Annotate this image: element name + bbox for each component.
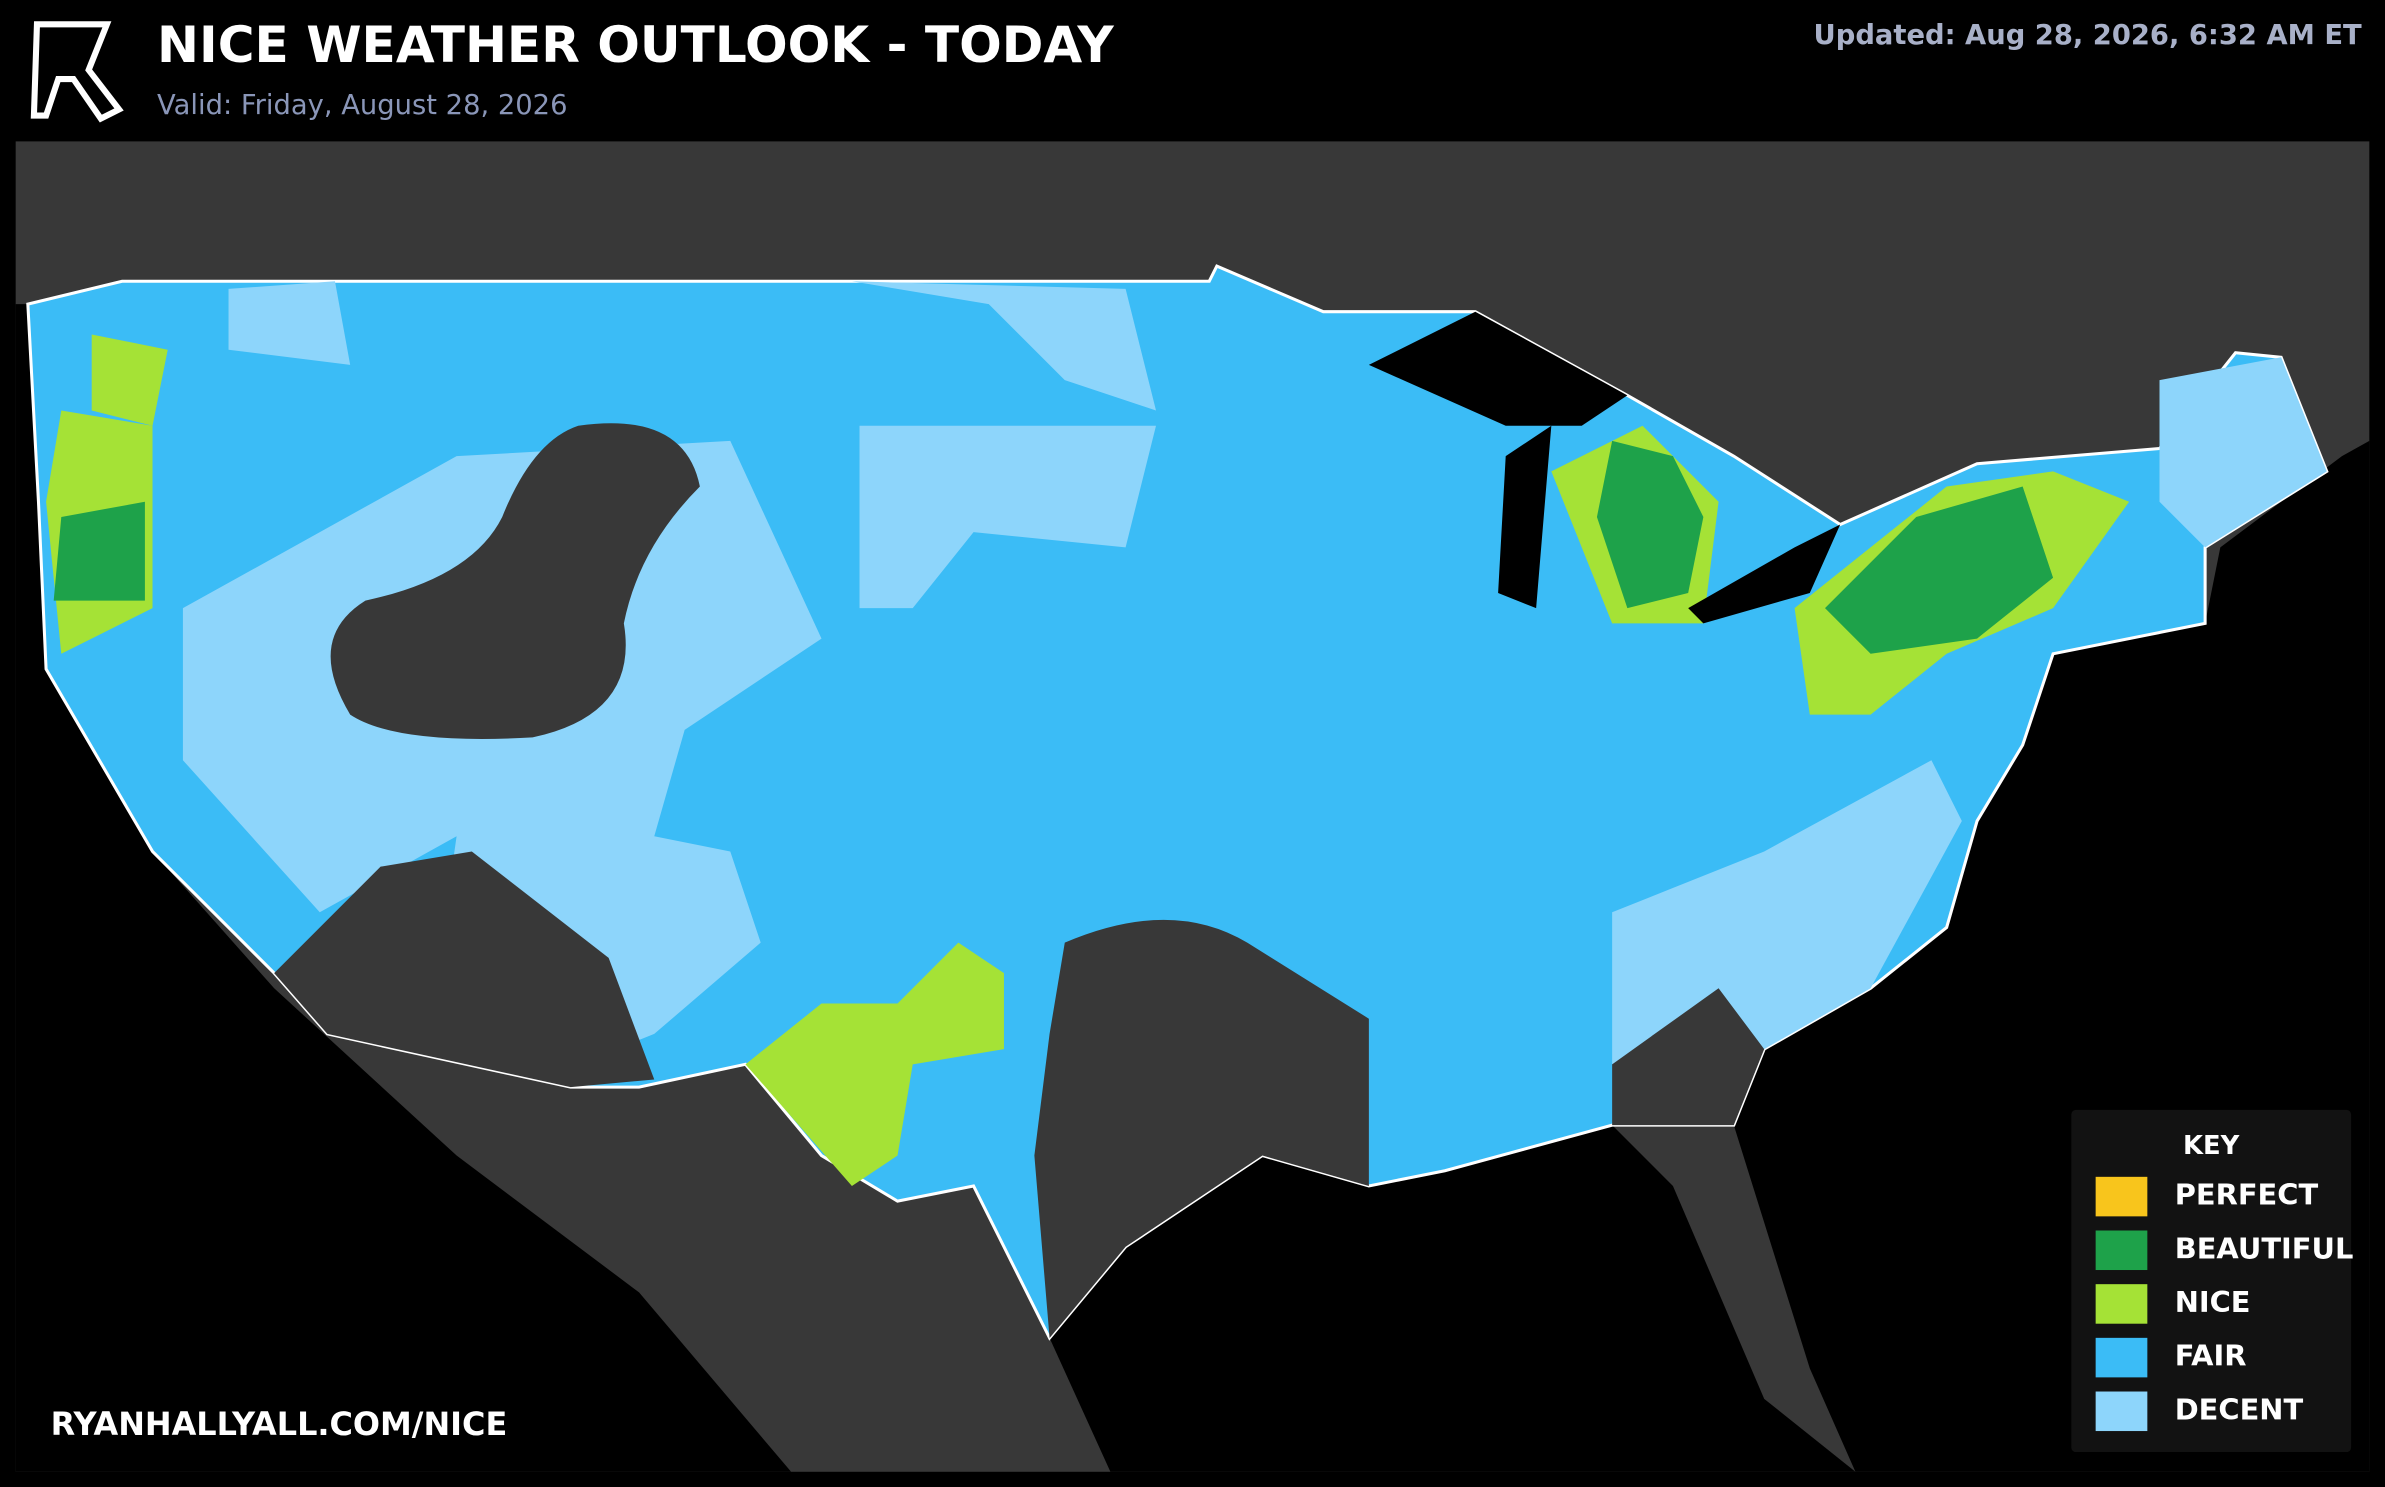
legend-swatch [2095,1176,2148,1217]
updated-time: Updated: Aug 28, 2026, 6:32 AM ET [1814,20,2363,51]
title: NICE WEATHER OUTLOOK - TODAY [157,15,1114,74]
legend-label: PERFECT [2175,1178,2319,1212]
legend-swatch [2095,1337,2148,1378]
legend-title: KEY [2183,1131,2240,1161]
legend-swatch [2095,1284,2148,1324]
legend-label: NICE [2175,1285,2251,1319]
legend-label: BEAUTIFUL [2175,1231,2354,1265]
map [15,141,2370,1472]
legend-label: FAIR [2175,1339,2247,1373]
legend-swatch [2095,1230,2148,1271]
legend-swatch [2095,1391,2148,1432]
footer-url: RYANHALLYALL.COM/NICE [51,1405,508,1443]
legend-label: DECENT [2175,1392,2304,1426]
valid-date: Valid: Friday, August 28, 2026 [157,90,567,121]
logo [30,21,124,123]
